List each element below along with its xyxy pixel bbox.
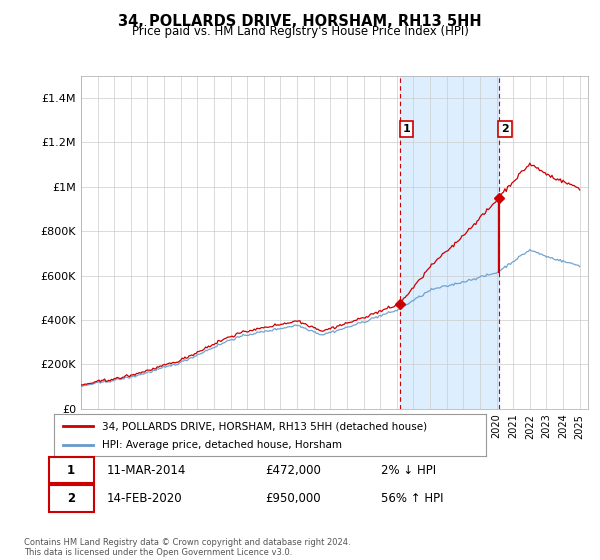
FancyBboxPatch shape (49, 457, 94, 483)
Text: £950,000: £950,000 (265, 492, 321, 505)
Text: HPI: Average price, detached house, Horsham: HPI: Average price, detached house, Hors… (101, 440, 341, 450)
Text: £472,000: £472,000 (265, 464, 321, 477)
Text: 1: 1 (403, 124, 410, 134)
Text: 34, POLLARDS DRIVE, HORSHAM, RH13 5HH: 34, POLLARDS DRIVE, HORSHAM, RH13 5HH (118, 14, 482, 29)
Text: 34, POLLARDS DRIVE, HORSHAM, RH13 5HH (detached house): 34, POLLARDS DRIVE, HORSHAM, RH13 5HH (d… (101, 421, 427, 431)
Text: 2% ↓ HPI: 2% ↓ HPI (382, 464, 436, 477)
Text: 14-FEB-2020: 14-FEB-2020 (107, 492, 182, 505)
Text: 2: 2 (67, 492, 75, 505)
Text: 56% ↑ HPI: 56% ↑ HPI (382, 492, 444, 505)
Text: 2: 2 (501, 124, 509, 134)
Text: 1: 1 (67, 464, 75, 477)
Bar (400, 76, 499, 409)
FancyBboxPatch shape (49, 486, 94, 512)
Text: 11-MAR-2014: 11-MAR-2014 (107, 464, 186, 477)
Text: Contains HM Land Registry data © Crown copyright and database right 2024.
This d: Contains HM Land Registry data © Crown c… (24, 538, 350, 557)
Text: Price paid vs. HM Land Registry's House Price Index (HPI): Price paid vs. HM Land Registry's House … (131, 25, 469, 38)
